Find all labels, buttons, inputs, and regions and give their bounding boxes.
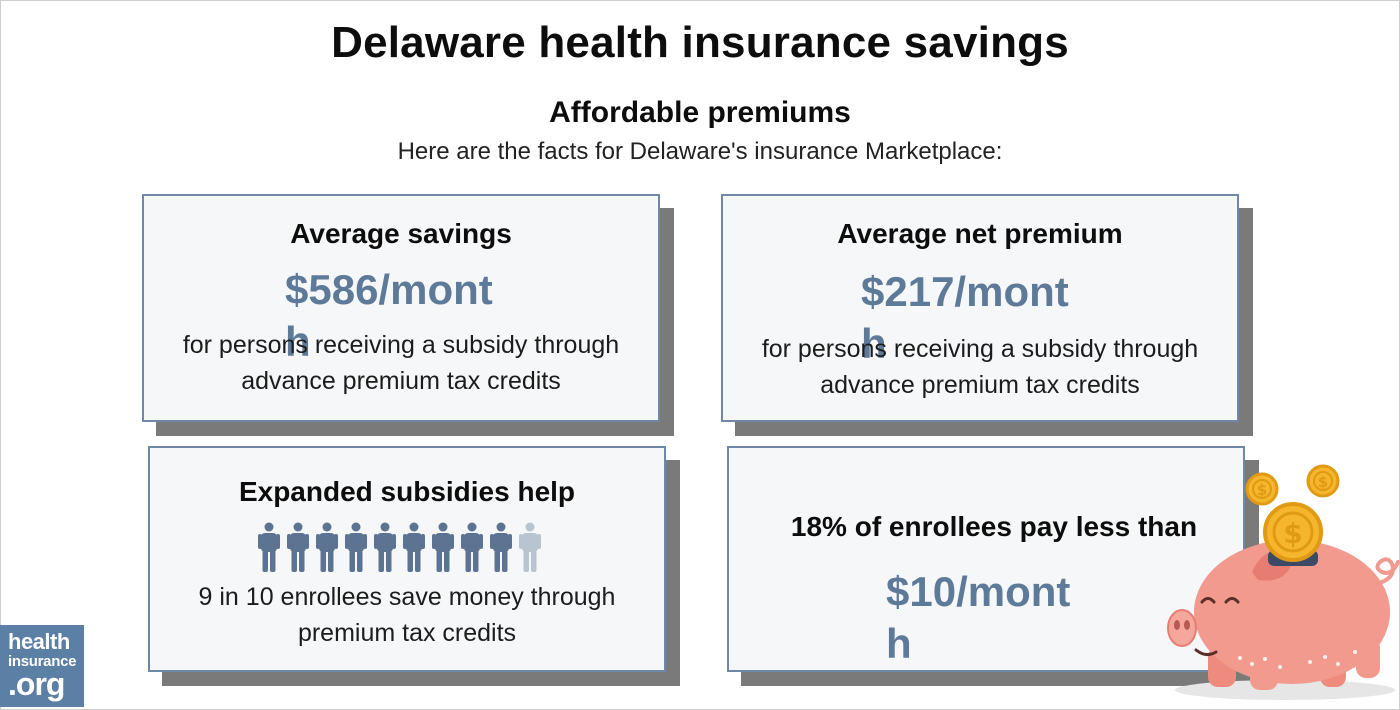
description-line: advance premium tax credits bbox=[820, 371, 1140, 399]
logo-line: health bbox=[8, 629, 70, 654]
average-net-premium-value: $217/month bbox=[861, 268, 1069, 367]
page-title: Delaware health insurance savings bbox=[331, 18, 1069, 67]
intro-text: Here are the facts for Delaware's insura… bbox=[397, 138, 1003, 165]
card-title: Average net premium bbox=[837, 218, 1123, 249]
person-icon bbox=[403, 522, 425, 572]
description-line: for persons receiving a subsidy through bbox=[761, 335, 1199, 363]
dollar-coin-icon: $ bbox=[1263, 502, 1323, 562]
piggy-bank-icon: $ $ $ bbox=[1167, 464, 1400, 700]
description-line: 9 in 10 enrollees save money through bbox=[198, 583, 616, 611]
card-description: 9 in 10 enrollees save money through pre… bbox=[150, 579, 664, 651]
person-icon bbox=[316, 522, 338, 572]
description-line: premium tax credits bbox=[297, 619, 517, 647]
people-pictogram bbox=[258, 522, 541, 572]
logo-line: .org bbox=[8, 666, 65, 702]
healthinsurance-org-logo: health insurance .org bbox=[0, 625, 84, 707]
logo-line: insurance bbox=[8, 653, 77, 670]
card-description: for persons receiving a subsidy through … bbox=[723, 331, 1237, 403]
average-net-premium-card: Average net premium $217/month for perso… bbox=[721, 194, 1239, 422]
person-icon bbox=[432, 522, 454, 572]
expanded-subsidies-card: Expanded subsidies help 9 in 10 enrollee… bbox=[148, 446, 666, 672]
card-title: 18% of enrollees pay less than bbox=[790, 511, 1198, 542]
person-icon bbox=[461, 522, 483, 572]
svg-text:$: $ bbox=[1283, 517, 1302, 550]
description-line: advance premium tax credits bbox=[241, 367, 561, 395]
description-line: for persons receiving a subsidy through bbox=[182, 331, 620, 359]
card-title: Expanded subsidies help bbox=[238, 476, 576, 507]
person-icon bbox=[519, 522, 541, 572]
card-description: for persons receiving a subsidy through … bbox=[144, 327, 658, 399]
person-icon bbox=[287, 522, 309, 572]
person-icon bbox=[345, 522, 367, 572]
low-premium-share-card: 18% of enrollees pay less than $10/month bbox=[727, 446, 1245, 672]
person-icon bbox=[258, 522, 280, 572]
svg-text:$: $ bbox=[1257, 481, 1267, 499]
low-premium-value: $10/month bbox=[886, 568, 1071, 667]
person-icon bbox=[374, 522, 396, 572]
average-savings-card: Average savings $586/month for persons r… bbox=[142, 194, 660, 422]
card-title: Average savings bbox=[290, 218, 512, 249]
average-savings-value: $586/month bbox=[285, 266, 493, 365]
person-icon bbox=[490, 522, 512, 572]
page-subtitle: Affordable premiums bbox=[549, 96, 851, 129]
svg-text:$: $ bbox=[1318, 473, 1328, 491]
